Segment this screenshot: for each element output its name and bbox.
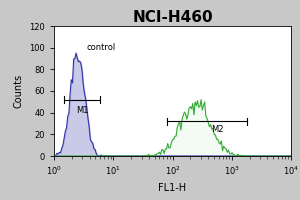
X-axis label: FL1-H: FL1-H (158, 183, 187, 193)
Text: M2: M2 (211, 125, 224, 134)
Text: control: control (86, 43, 116, 52)
Y-axis label: Counts: Counts (14, 74, 24, 108)
Title: NCI-H460: NCI-H460 (132, 10, 213, 25)
Text: M1: M1 (76, 106, 88, 115)
